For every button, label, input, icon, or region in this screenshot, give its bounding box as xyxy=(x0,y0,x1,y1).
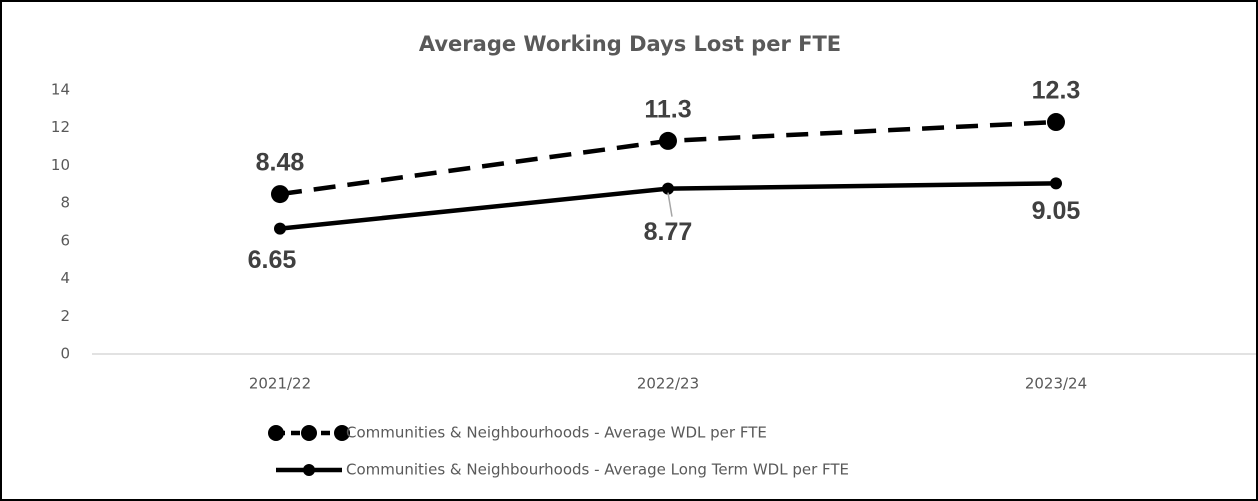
data-point xyxy=(659,131,677,150)
data-point xyxy=(271,185,289,204)
x-tick-label: 2022/23 xyxy=(637,375,699,393)
data-label: 12.3 xyxy=(1032,77,1081,105)
y-tick-label: 8 xyxy=(60,194,70,212)
y-tick-label: 4 xyxy=(60,269,70,287)
data-point xyxy=(1050,177,1062,190)
legend-marker xyxy=(334,425,350,441)
y-tick-label: 2 xyxy=(60,307,70,325)
x-tick-label: 2021/22 xyxy=(249,375,311,393)
y-tick-label: 0 xyxy=(60,345,70,363)
legend-marker xyxy=(303,464,315,476)
y-tick-label: 14 xyxy=(51,81,70,99)
data-label: 6.65 xyxy=(248,246,297,274)
data-point xyxy=(1047,113,1065,132)
data-label: 8.48 xyxy=(256,149,305,177)
chart-title: Average Working Days Lost per FTE xyxy=(419,32,841,56)
leader-line xyxy=(667,192,673,217)
data-label: 11.3 xyxy=(644,96,691,124)
y-tick-label: 12 xyxy=(51,118,70,136)
data-point xyxy=(274,222,286,235)
legend-marker xyxy=(301,425,317,441)
x-tick-label: 2023/24 xyxy=(1025,375,1087,393)
data-label: 9.05 xyxy=(1032,197,1081,225)
y-tick-label: 10 xyxy=(51,156,70,174)
data-label: 8.77 xyxy=(644,218,693,246)
y-tick-label: 6 xyxy=(60,231,70,249)
legend-marker xyxy=(268,425,284,441)
legend-label: Communities & Neighbourhoods - Average L… xyxy=(346,461,849,479)
legend-label: Communities & Neighbourhoods - Average W… xyxy=(346,424,767,442)
data-point xyxy=(662,182,674,195)
